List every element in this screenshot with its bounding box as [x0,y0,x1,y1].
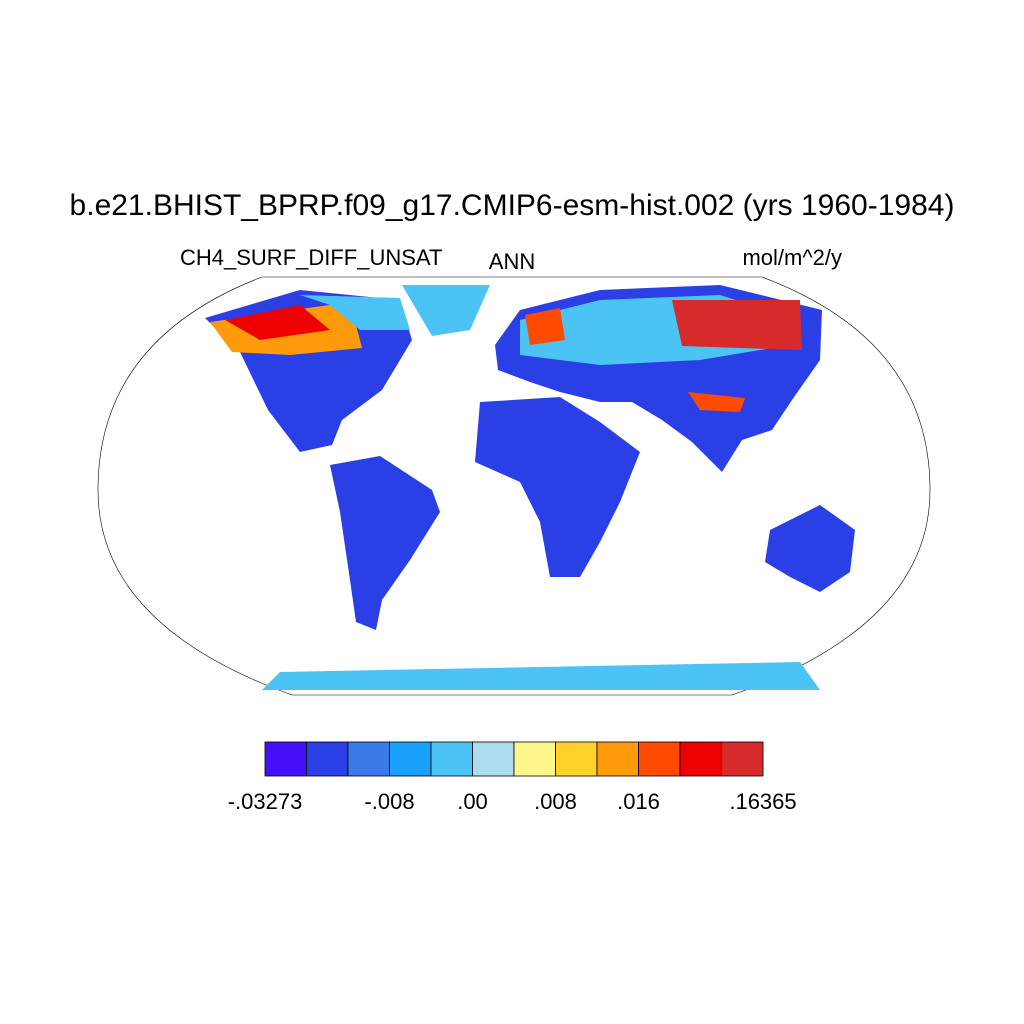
colorbar-box [306,741,349,777]
colorbar-box [347,741,390,777]
colorbar-label: .00 [457,789,488,814]
left-subtitle: CH4_SURF_DIFF_UNSAT [180,245,442,270]
map [97,276,931,696]
africa [475,397,640,577]
colorbar-box [721,741,764,777]
colorbar-box [596,741,639,777]
colorbar-box [472,741,515,777]
colorbar-box [513,741,556,777]
colorbar: -.03273 -.008 .00 .008 .016 .16365 [228,741,797,814]
australia [765,505,855,592]
colorbar-label: -.008 [364,789,414,814]
arctic-islands [300,295,410,330]
colorbar-box [389,741,432,777]
scandinavia-high [525,308,565,345]
colorbar-label: .008 [534,789,577,814]
colorbar-box [679,741,722,777]
canada-peak [225,305,330,340]
colorbar-box [638,741,681,777]
south-america [330,456,440,630]
antarctica [262,662,820,690]
colorbar-box [555,741,598,777]
title: b.e21.BHIST_BPRP.f09_g17.CMIP6-esm-hist.… [70,189,955,222]
mongolia-high [688,392,745,412]
greenland [402,285,490,336]
colorbar-label: .016 [617,789,660,814]
colorbar-box [430,741,473,777]
colorbar-box [264,741,307,777]
colorbar-label: -.03273 [228,789,303,814]
center-subtitle: ANN [489,249,535,274]
right-subtitle: mol/m^2/y [742,245,842,270]
colorbar-label: .16365 [729,789,796,814]
siberia-high [672,300,802,350]
